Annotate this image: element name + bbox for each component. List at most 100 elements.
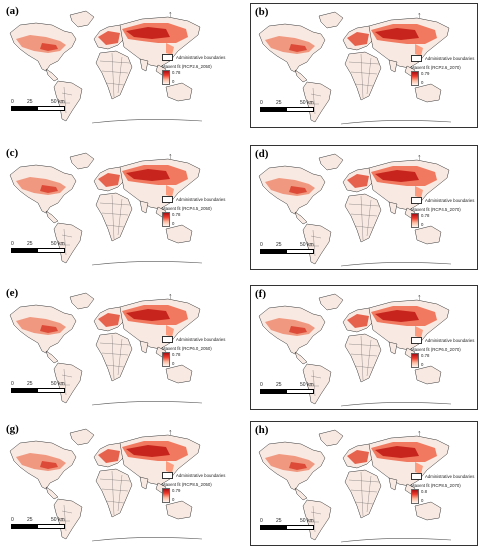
south-america xyxy=(53,222,83,264)
australia xyxy=(165,224,193,244)
north-arrow-icon: ↑ xyxy=(417,292,422,302)
scale-bar: 0 25 50 km xyxy=(11,99,91,111)
legend-title: Maxent fit (RCP4.5_2070) xyxy=(411,207,461,212)
scale-bar: 0 25 50 km xyxy=(260,242,340,254)
greenland xyxy=(318,429,344,447)
panel-label: (h) xyxy=(255,424,269,436)
map-legend: Administrative boundaries Maxent fit (RC… xyxy=(162,472,230,503)
greenland xyxy=(318,153,344,171)
legend-title: Maxent fit (RCP8.5_2070) xyxy=(411,483,461,488)
antarctica xyxy=(340,262,452,267)
scale-mid: 25 xyxy=(27,517,33,523)
africa xyxy=(95,332,133,382)
color-ramp xyxy=(411,489,419,504)
north-arrow-icon: ↑ xyxy=(417,428,422,438)
boundary-label: Administrative boundaries xyxy=(176,197,226,202)
boundary-label: Administrative boundaries xyxy=(176,473,226,478)
antarctica xyxy=(91,401,203,406)
legend-title: Maxent fit (RCP2.6_2070) xyxy=(411,65,461,70)
map-panel-h: (h) ↑ Administrative boundaries Maxent f… xyxy=(250,421,478,546)
ramp-max-label: 0.79 xyxy=(421,71,430,76)
world-map xyxy=(258,293,452,407)
australia xyxy=(414,83,442,103)
panel-label: (c) xyxy=(6,147,19,159)
africa xyxy=(344,469,382,519)
north-arrow-icon: ↑ xyxy=(168,291,173,301)
scale-mid: 25 xyxy=(27,99,33,105)
ramp-min-label: 0 xyxy=(172,497,175,502)
antarctica xyxy=(91,119,203,124)
scale-zero: 0 xyxy=(11,241,14,247)
south-america xyxy=(302,363,332,405)
scale-zero: 0 xyxy=(260,242,263,248)
scale-end: 50 km xyxy=(300,518,314,524)
scale-end: 50 km xyxy=(51,241,65,247)
greenland xyxy=(318,293,344,311)
boundary-label: Administrative boundaries xyxy=(425,338,475,343)
africa xyxy=(344,193,382,243)
boundary-swatch xyxy=(162,54,173,61)
scale-zero: 0 xyxy=(11,99,14,105)
boundary-label: Administrative boundaries xyxy=(176,337,226,342)
boundary-label: Administrative boundaries xyxy=(176,55,226,60)
scale-end: 50 km xyxy=(51,381,65,387)
map-panel-a: (a) ↑ Administrative boundaries Maxent f… xyxy=(2,3,230,128)
north-arrow-icon: ↑ xyxy=(168,151,173,161)
scale-mid: 25 xyxy=(276,518,282,524)
legend-title: Maxent fit (RCP4.5_2050) xyxy=(162,206,212,211)
map-legend: Administrative boundaries Maxent fit (RC… xyxy=(411,337,479,368)
scale-zero: 0 xyxy=(260,382,263,388)
map-panel-g: (g) ↑ Administrative boundaries Maxent f… xyxy=(2,421,230,546)
south-america xyxy=(302,223,332,265)
boundary-label: Administrative boundaries xyxy=(425,474,475,479)
ramp-max-label: 0.8 xyxy=(421,489,427,494)
australia xyxy=(165,500,193,520)
ramp-min-label: 0 xyxy=(421,498,424,503)
color-ramp xyxy=(411,213,419,228)
map-legend: Administrative boundaries Maxent fit (RC… xyxy=(411,197,479,228)
australia xyxy=(165,364,193,384)
boundary-swatch xyxy=(411,55,422,62)
color-ramp xyxy=(411,71,419,86)
scale-bar: 0 25 50 km xyxy=(11,381,91,393)
scale-mid: 25 xyxy=(276,382,282,388)
world-map xyxy=(258,11,452,125)
legend-title: Maxent fit (RCP6.0_2050) xyxy=(162,346,212,351)
panel-label: (a) xyxy=(6,5,19,17)
boundary-swatch xyxy=(411,337,422,344)
map-panel-b: (b) ↑ Administrative boundaries Maxent f… xyxy=(250,3,478,128)
africa xyxy=(95,50,133,100)
ramp-max-label: 0.78 xyxy=(172,352,181,357)
panel-label: (d) xyxy=(255,148,269,160)
map-legend: Administrative boundaries Maxent fit (RC… xyxy=(162,336,230,367)
map-panel-d: (d) ↑ Administrative boundaries Maxent f… xyxy=(250,145,478,270)
boundary-label: Administrative boundaries xyxy=(425,56,475,61)
north-arrow-icon: ↑ xyxy=(168,9,173,19)
ramp-min-label: 0 xyxy=(172,221,175,226)
ramp-min-label: 0 xyxy=(172,361,175,366)
color-ramp xyxy=(411,353,419,368)
panel-label: (b) xyxy=(255,6,269,18)
ramp-min-label: 0 xyxy=(421,222,424,227)
africa xyxy=(344,51,382,101)
world-map xyxy=(258,153,452,267)
panel-label: (g) xyxy=(6,423,19,435)
scale-bar: 0 25 50 km xyxy=(11,517,91,529)
boundary-swatch xyxy=(411,197,422,204)
panel-label: (f) xyxy=(255,288,266,300)
scale-end: 50 km xyxy=(51,517,65,523)
australia xyxy=(414,501,442,521)
boundary-swatch xyxy=(411,473,422,480)
ramp-max-label: 0.78 xyxy=(421,353,430,358)
boundary-swatch xyxy=(162,336,173,343)
boundary-label: Administrative boundaries xyxy=(425,198,475,203)
australia xyxy=(414,365,442,385)
antarctica xyxy=(91,261,203,266)
scale-mid: 25 xyxy=(27,241,33,247)
ramp-max-label: 0.78 xyxy=(421,213,430,218)
color-ramp xyxy=(162,488,170,503)
scale-end: 50 km xyxy=(300,242,314,248)
map-legend: Administrative boundaries Maxent fit (RC… xyxy=(162,196,230,227)
legend-title: Maxent fit (RCP2.6_2050) xyxy=(162,64,212,69)
panel-label: (e) xyxy=(6,287,19,299)
